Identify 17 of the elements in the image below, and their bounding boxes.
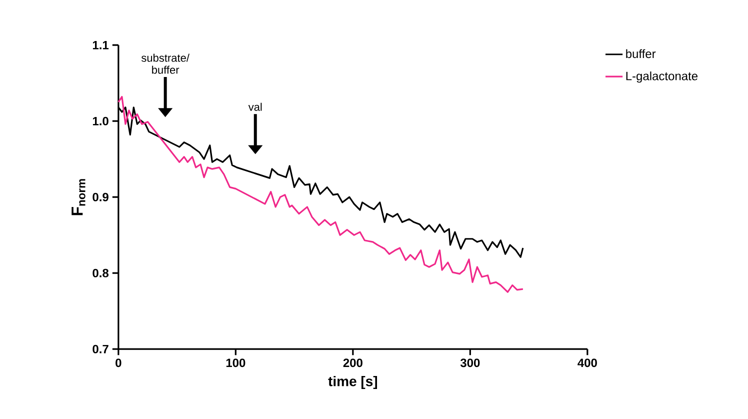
y-tick-label: 1.1 [92,40,109,50]
legend-label: buffer [626,49,656,58]
y-tick-label: 0.8 [92,268,109,278]
x-tick-label: 300 [460,358,480,368]
annotation: val [248,102,262,111]
y-tick-label: 0.7 [92,344,108,354]
x-tick-label: 200 [343,358,362,368]
x-tick-label: 100 [226,358,246,368]
line-series [118,96,524,293]
annotation: substrate/ buffer [141,54,190,74]
legend-label: L-galactonate [626,71,698,83]
y-tick-label: 0.9 [92,192,108,202]
x-tick-label: 400 [578,358,597,368]
x-tick-label: 0 [116,358,122,368]
y-tick-label: 1.0 [92,116,108,126]
x-axis-title: time [s] [328,376,378,390]
y-axis-title: F$_{norm}$ [72,179,86,216]
